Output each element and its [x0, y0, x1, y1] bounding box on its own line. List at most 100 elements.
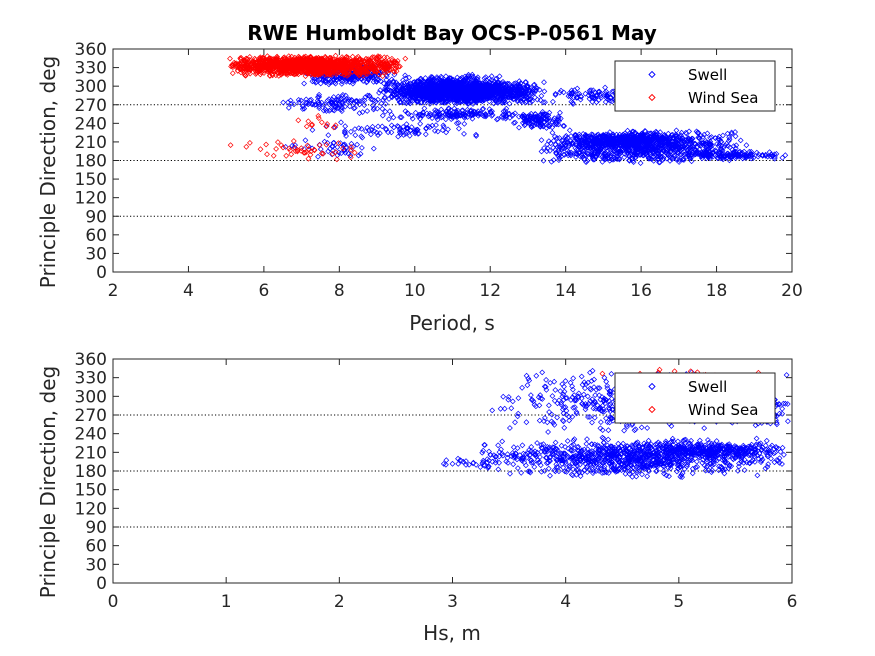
scatter-point: [352, 132, 359, 139]
scatter-point: [556, 157, 562, 163]
scatter-point: [584, 142, 590, 149]
scatter-point: [303, 99, 309, 106]
scatter-point: [681, 151, 687, 158]
scatter-point: [610, 133, 617, 139]
scatter-point: [539, 111, 546, 117]
scatter-point: [556, 118, 563, 124]
scatter-point: [500, 79, 506, 85]
scatter-point: [534, 119, 541, 126]
scatter-point: [545, 115, 552, 121]
scatter-point: [443, 98, 450, 105]
scatter-point: [705, 152, 712, 159]
scatter-point: [660, 148, 667, 155]
scatter-point: [237, 55, 244, 62]
scatter-point: [563, 133, 570, 139]
scatter-point: [617, 148, 624, 155]
scatter-point: [629, 156, 636, 162]
scatter-point: [637, 138, 643, 144]
scatter-point: [370, 79, 377, 85]
scatter-point: [616, 155, 623, 162]
scatter-point: [558, 87, 564, 94]
scatter-point: [475, 85, 482, 92]
scatter-point: [384, 80, 391, 87]
scatter-point: [496, 73, 503, 80]
scatter-point: [427, 101, 433, 107]
scatter-point: [402, 91, 409, 97]
scatter-point: [403, 125, 410, 132]
scatter-point: [451, 113, 457, 120]
scatter-point: [435, 110, 441, 116]
scatter-point: [333, 99, 340, 106]
scatter-point: [645, 142, 651, 149]
scatter-point: [589, 91, 595, 98]
scatter-point: [675, 138, 682, 144]
scatter-point: [648, 134, 655, 140]
scatter-point: [412, 127, 418, 133]
scatter-point: [316, 94, 322, 100]
scatter-point: [680, 137, 686, 144]
scatter-point: [660, 146, 666, 152]
scatter-point: [644, 132, 651, 139]
scatter-point: [444, 98, 451, 105]
scatter-point: [386, 116, 392, 122]
scatter-point: [657, 135, 664, 142]
scatter-point: [493, 97, 500, 104]
scatter-point: [561, 123, 568, 129]
scatter-point: [352, 98, 359, 105]
scatter-point: [640, 131, 646, 138]
scatter-point: [469, 84, 476, 90]
scatter-point: [334, 144, 341, 150]
scatter-point: [681, 157, 687, 163]
scatter-point: [607, 98, 614, 104]
scatter-point: [431, 81, 438, 88]
scatter-point: [295, 97, 302, 103]
scatter-point: [577, 153, 584, 160]
scatter-point: [467, 79, 474, 86]
scatter-point: [342, 92, 349, 99]
scatter-point: [500, 108, 507, 115]
scatter-point: [459, 74, 465, 81]
scatter-point: [471, 80, 478, 86]
scatter-point: [676, 157, 683, 163]
scatter-point: [429, 115, 435, 121]
scatter-point: [332, 80, 339, 87]
swell-series: [280, 62, 789, 166]
scatter-point: [334, 104, 341, 111]
scatter-point: [316, 101, 323, 107]
scatter-point: [298, 97, 304, 104]
scatter-point: [355, 152, 362, 159]
scatter-point: [474, 97, 480, 104]
scatter-point: [446, 106, 452, 112]
scatter-point: [369, 123, 376, 130]
scatter-point: [396, 83, 403, 89]
scatter-point: [441, 124, 447, 130]
scatter-point: [388, 122, 395, 129]
scatter-point: [482, 111, 489, 117]
scatter-point: [516, 113, 522, 120]
scatter-point: [522, 79, 529, 85]
scatter-point: [553, 150, 560, 157]
scatter-point: [512, 119, 518, 126]
scatter-point: [329, 96, 335, 103]
scatter-point: [302, 137, 309, 144]
scatter-point: [481, 96, 487, 103]
scatter-point: [669, 138, 676, 145]
scatter-point: [444, 86, 450, 93]
scatter-point: [694, 150, 700, 157]
scatter-point: [726, 136, 733, 143]
scatter-point: [465, 76, 472, 82]
scatter-point: [433, 113, 440, 120]
scatter-point: [550, 138, 557, 144]
scatter-point: [639, 150, 645, 157]
scatter-point: [502, 94, 509, 101]
scatter-point: [755, 151, 762, 158]
scatter-point: [540, 157, 547, 164]
scatter-point: [329, 99, 336, 106]
scatter-point: [675, 142, 682, 148]
scatter-point: [578, 93, 584, 100]
scatter-point: [674, 137, 681, 144]
scatter-point: [371, 128, 378, 134]
scatter-point: [404, 125, 411, 132]
scatter-point: [732, 133, 739, 140]
scatter-point: [421, 105, 428, 112]
